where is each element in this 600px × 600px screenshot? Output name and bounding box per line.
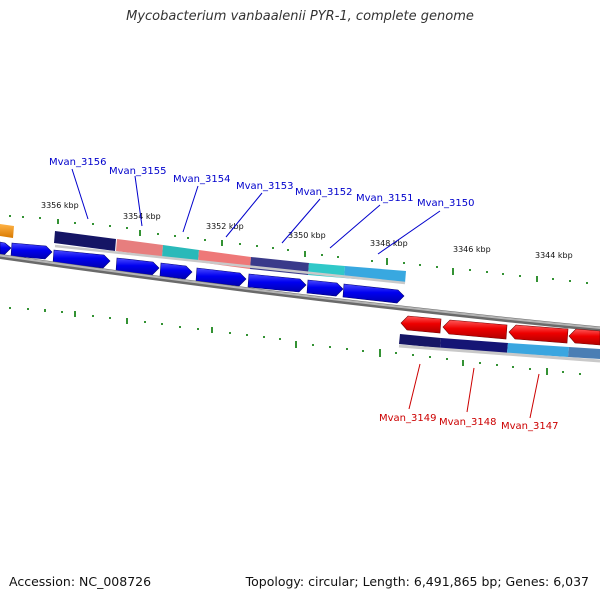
accession-text: Accession: NC_008726 bbox=[9, 574, 152, 589]
scale-label: 3354 kbp bbox=[123, 212, 161, 221]
gene-label-mvan-3148: Mvan_3148 bbox=[439, 417, 496, 428]
gene-label-mvan-3153: Mvan_3153 bbox=[236, 181, 293, 192]
reverse-cds-arrow bbox=[508, 324, 569, 344]
lower-feature-track bbox=[398, 334, 600, 363]
forward-gene-labels: Mvan_3156 Mvan_3155 Mvan_3154 Mvan_3153 … bbox=[49, 157, 474, 209]
feature-bar-mvan-3156 bbox=[54, 231, 116, 251]
genome-summary-text: Topology: circular; Length: 6,491,865 bp… bbox=[245, 574, 589, 589]
scale-labels: 3356 kbp 3354 kbp 3352 kbp 3350 kbp 3348… bbox=[41, 201, 573, 260]
lower-scale-ticks bbox=[9, 307, 581, 375]
gene-label-mvan-3150: Mvan_3150 bbox=[417, 198, 474, 209]
upper-feature-track bbox=[0, 224, 406, 285]
forward-cds-arrow bbox=[159, 262, 193, 280]
reverse-gene-labels: Mvan_3149 Mvan_3148 Mvan_3147 bbox=[379, 413, 558, 432]
feature-bar-mvan-3147 bbox=[507, 343, 569, 357]
forward-cds-arrow bbox=[195, 267, 247, 287]
feature-bar-orange bbox=[0, 224, 14, 238]
gene-label-mvan-3154: Mvan_3154 bbox=[173, 174, 230, 185]
forward-cds-arrow bbox=[0, 241, 12, 256]
upper-scale-ticks bbox=[9, 215, 588, 284]
feature-bar-blue-gray bbox=[568, 347, 600, 359]
genome-backbone bbox=[0, 253, 600, 332]
gene-label-mvan-3151: Mvan_3151 bbox=[356, 193, 413, 204]
gene-label-mvan-3149: Mvan_3149 bbox=[379, 413, 436, 424]
scale-label: 3350 kbp bbox=[288, 231, 326, 240]
gene-label-mvan-3156: Mvan_3156 bbox=[49, 157, 106, 168]
reverse-cds-arrow bbox=[400, 315, 442, 334]
forward-cds-arrow bbox=[10, 242, 53, 260]
reverse-leader-lines bbox=[408, 363, 540, 419]
scale-label: 3348 kbp bbox=[370, 239, 408, 248]
scale-label: 3346 kbp bbox=[453, 245, 491, 254]
reverse-cds-arrow bbox=[568, 328, 600, 346]
forward-leader-lines bbox=[71, 168, 441, 255]
feature-bar-mvan-3149 bbox=[399, 334, 441, 348]
scale-label: 3344 kbp bbox=[535, 251, 573, 260]
gene-label-mvan-3147: Mvan_3147 bbox=[501, 421, 558, 432]
map-title: Mycobacterium vanbaalenii PYR-1, complet… bbox=[126, 9, 474, 24]
scale-label: 3356 kbp bbox=[41, 201, 79, 210]
forward-cds-arrow bbox=[247, 273, 307, 293]
gene-label-mvan-3155: Mvan_3155 bbox=[109, 166, 166, 177]
forward-cds-arrow bbox=[342, 283, 405, 304]
reverse-cds-arrow bbox=[442, 319, 508, 340]
forward-cds-arrow bbox=[306, 279, 344, 297]
scale-label: 3352 kbp bbox=[206, 222, 244, 231]
forward-cds-track bbox=[0, 241, 405, 304]
gene-label-mvan-3152: Mvan_3152 bbox=[295, 187, 352, 198]
forward-cds-arrow bbox=[115, 257, 160, 276]
reverse-cds-track bbox=[400, 315, 600, 346]
